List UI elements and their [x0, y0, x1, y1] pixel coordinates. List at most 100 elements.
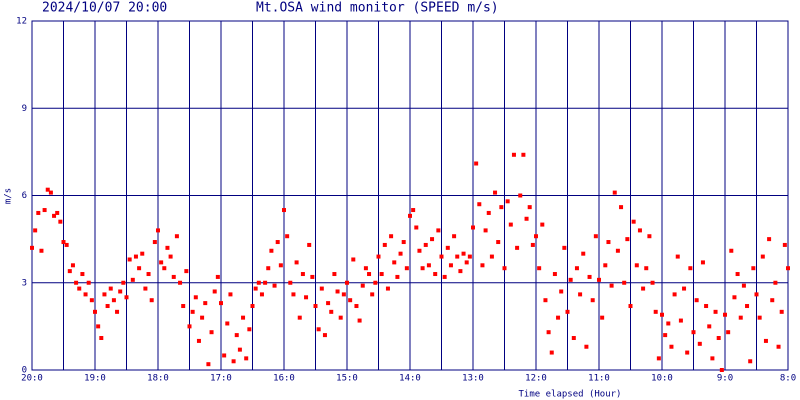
point [111, 298, 116, 303]
point [637, 228, 642, 233]
point [329, 309, 334, 314]
point [187, 324, 192, 329]
point [408, 213, 412, 218]
point [404, 266, 409, 271]
point [622, 280, 627, 285]
x-tick-label: 13:0 [462, 374, 484, 384]
point [685, 350, 690, 355]
point [108, 286, 113, 291]
point [244, 356, 249, 361]
point [376, 254, 381, 259]
point [650, 280, 655, 285]
point [748, 359, 753, 364]
point [178, 280, 183, 285]
point [159, 260, 164, 265]
point [89, 298, 94, 303]
point [530, 242, 535, 247]
x-tick-label: 17:0 [210, 374, 232, 384]
point [322, 333, 327, 338]
point [461, 251, 466, 256]
point [505, 199, 510, 204]
point [502, 266, 507, 271]
point [745, 304, 750, 309]
point [786, 266, 790, 271]
point [464, 260, 469, 265]
point [480, 263, 485, 268]
point [181, 304, 186, 309]
point [751, 266, 756, 271]
point [36, 210, 41, 215]
point [335, 289, 340, 294]
point [448, 263, 453, 268]
point [556, 315, 561, 320]
point [543, 298, 548, 303]
point [660, 312, 664, 317]
point [612, 190, 617, 195]
point [263, 280, 268, 285]
point [723, 312, 727, 317]
point [174, 234, 179, 239]
point [102, 292, 107, 297]
point [521, 152, 526, 157]
point [379, 272, 384, 277]
point [398, 251, 403, 256]
point [471, 225, 475, 230]
point [675, 254, 680, 259]
x-tick-label: 18:0 [147, 374, 169, 384]
point [442, 274, 447, 279]
point [414, 225, 419, 230]
x-tick-label: 12:0 [525, 374, 547, 384]
point [433, 272, 438, 277]
point [304, 295, 309, 300]
point [200, 315, 205, 320]
point [593, 234, 598, 239]
point [704, 304, 709, 309]
point [288, 280, 293, 285]
y-tick-label: 9 [22, 104, 27, 114]
point [631, 219, 636, 224]
point [250, 304, 255, 309]
x-tick-label: 11:0 [588, 374, 610, 384]
point [609, 283, 614, 288]
point [511, 152, 516, 157]
point [738, 315, 743, 320]
chart-title: Mt.OSA wind monitor (SPEED m/s) [256, 1, 499, 16]
point [61, 240, 66, 245]
point [452, 234, 457, 239]
point [291, 292, 296, 297]
point [417, 248, 422, 253]
point [467, 254, 472, 259]
point [269, 248, 274, 253]
point [474, 161, 479, 166]
point [152, 240, 157, 245]
point [732, 295, 737, 300]
point [420, 266, 425, 271]
point [719, 368, 724, 372]
point [455, 254, 460, 259]
point [581, 251, 586, 256]
point [52, 213, 57, 218]
point [499, 205, 504, 210]
point [496, 240, 501, 245]
point [597, 277, 601, 282]
point [130, 277, 135, 282]
point [266, 266, 271, 271]
point [767, 237, 772, 242]
point [430, 237, 435, 242]
point [196, 338, 201, 343]
point [568, 277, 573, 282]
point [241, 315, 246, 320]
point [285, 234, 290, 239]
point [338, 315, 343, 320]
point [729, 248, 734, 253]
point [64, 242, 69, 247]
point [234, 333, 239, 338]
point [436, 228, 441, 233]
y-tick-label: 6 [22, 191, 27, 201]
point [716, 336, 721, 341]
point [367, 272, 372, 277]
point [515, 245, 520, 250]
point [682, 286, 687, 291]
point [641, 286, 646, 291]
